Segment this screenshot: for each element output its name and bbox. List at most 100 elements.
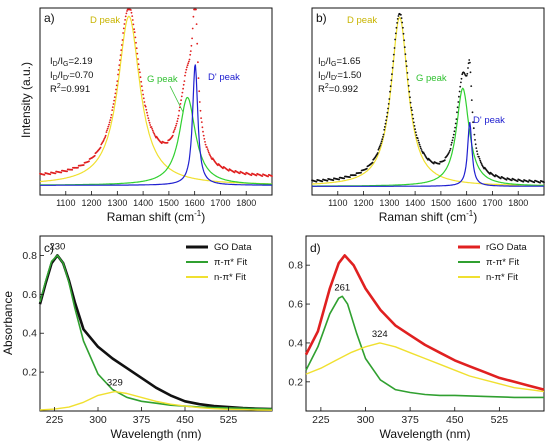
panel-a-data-point	[183, 80, 186, 82]
panel-b-data-point	[401, 21, 404, 24]
panel-a-xtick-label: 1200	[82, 198, 102, 208]
panel-a-xtick-label: 1400	[133, 198, 153, 208]
panel-b-data-point	[522, 180, 525, 183]
panel-b-id-ig: ID/IG=1.65	[318, 56, 361, 68]
panel-c-frame	[39, 235, 273, 412]
panel-b-data-point	[407, 78, 409, 81]
panel-b-data-point	[456, 111, 458, 114]
panel-b-data-point	[382, 133, 385, 136]
panel-a-data-point	[238, 172, 241, 175]
panel-b-frame	[311, 7, 545, 196]
panel-b-data-point	[533, 181, 536, 184]
panel-b-data-point	[383, 126, 386, 128]
panel-b-data-point	[479, 161, 482, 164]
panel-d-legend-label: n-π* Fit	[486, 272, 518, 283]
panel-a-data-point	[134, 36, 137, 39]
panel-b-data-point	[411, 113, 414, 116]
panel-a-data-point	[111, 109, 114, 111]
panel-d-xtick-label: 375	[401, 414, 419, 426]
panel-a-data-point	[114, 92, 117, 95]
panel-a-data-point	[138, 68, 141, 71]
panel-b-data-point	[378, 145, 381, 148]
panel-b-fit-g	[312, 87, 544, 187]
panel-c-label: c)	[44, 241, 54, 255]
panel-b-data-point	[403, 39, 406, 42]
panel-a-data-point	[117, 73, 119, 76]
panel-a-data-point	[191, 37, 194, 40]
panel-d-ytick-label: 0.2	[288, 376, 303, 388]
panel-a-data-point	[271, 175, 273, 178]
panel-b-data-point	[415, 134, 418, 137]
panel-a-data-point	[153, 134, 156, 136]
panel-a-data-point	[93, 154, 96, 157]
panel-a-data-point	[148, 119, 150, 122]
panel-a-data-point	[116, 80, 119, 82]
panel-a-data-point	[126, 10, 128, 12]
panel-a-data-point	[49, 173, 52, 176]
panel-b-d-peak-label: D peak	[347, 15, 377, 26]
panel-a-data-point	[178, 109, 181, 112]
panel-a-xtick-label: 1800	[236, 198, 256, 208]
panel-a-data-point	[151, 127, 154, 130]
panel-c-xtick-label: 525	[220, 414, 238, 426]
panel-a-data-point	[179, 103, 182, 105]
panel-a-data-point	[200, 117, 203, 119]
panel-a-data-point	[175, 122, 178, 125]
panel-a-xtick-label: 1100	[56, 198, 75, 208]
panel-a-frame	[39, 7, 273, 196]
panel-a-data-point	[204, 141, 206, 143]
panel-b-xtick-label: 1600	[457, 198, 477, 208]
panel-c-legend: GO Data π-π* Fit n-π* Fit	[186, 242, 252, 283]
panel-c-series-1	[39, 254, 273, 410]
panel-b-data-point	[391, 73, 393, 76]
panel-b-data-point	[467, 67, 469, 69]
panel-c-legend-label: GO Data	[214, 242, 252, 253]
panel-a-data-point	[142, 93, 145, 96]
panel-b-data-point	[381, 138, 384, 141]
panel-b-data-point	[414, 128, 416, 131]
panel-b-data-point	[380, 140, 383, 143]
panel-a-data-point	[188, 58, 191, 61]
panel-a-data-point	[202, 130, 204, 133]
panel-b-data-point	[470, 99, 473, 101]
panel-a-data-point	[142, 97, 145, 100]
panel-a-data-point	[110, 116, 112, 119]
panel-a-data-point	[200, 121, 203, 123]
panel-a-data-point	[117, 69, 120, 71]
panel-b-data-point	[354, 174, 357, 177]
panel-b-data-point	[543, 181, 545, 184]
panel-a-data-point	[145, 108, 148, 111]
panel-b-data-point	[475, 147, 478, 150]
panel-b-data-point	[527, 181, 530, 183]
panel-a-data-point	[139, 76, 142, 79]
panel-b-xtick-label: 1200	[354, 198, 374, 208]
panel-b-data-point	[332, 179, 335, 182]
panel-b-data-point	[407, 84, 410, 87]
panel-a-data-point	[144, 105, 147, 108]
panel-b-data-point	[456, 106, 459, 109]
panel-b-data-point	[360, 171, 362, 174]
panel-b-data-point	[420, 147, 422, 150]
panel-b-fit-d	[312, 16, 544, 187]
panel-b-data-point	[453, 130, 456, 133]
panel-a: a) ID/IG=2.19 ID/ID'=0.70 R2=0.991 D pea…	[19, 7, 273, 224]
panel-a-data-point	[195, 8, 197, 11]
panel-b-data-point	[454, 122, 457, 125]
panel-a-data-point	[108, 123, 110, 126]
panel-a-data-point	[176, 120, 179, 123]
panel-c-ytick-label: 0.4	[22, 328, 37, 340]
panel-a-data-point	[204, 143, 207, 146]
panel-d: d) 261 324 rGO Data π-π* Fit n-π* Fit 225 30…	[288, 235, 545, 441]
panel-b-data-point	[505, 178, 508, 181]
panel-a-data-point	[202, 134, 205, 137]
panel-a-data-point	[199, 109, 202, 112]
panel-a-data-point	[121, 39, 124, 41]
panel-a-data-point	[180, 95, 183, 98]
panel-b-data-point	[383, 128, 386, 131]
panel-b-data-point	[394, 38, 396, 41]
panel-b-data-point	[466, 72, 469, 75]
panel-b-data-point	[403, 46, 406, 49]
panel-a-data-point	[185, 68, 188, 71]
panel-b-data-point	[388, 98, 391, 100]
